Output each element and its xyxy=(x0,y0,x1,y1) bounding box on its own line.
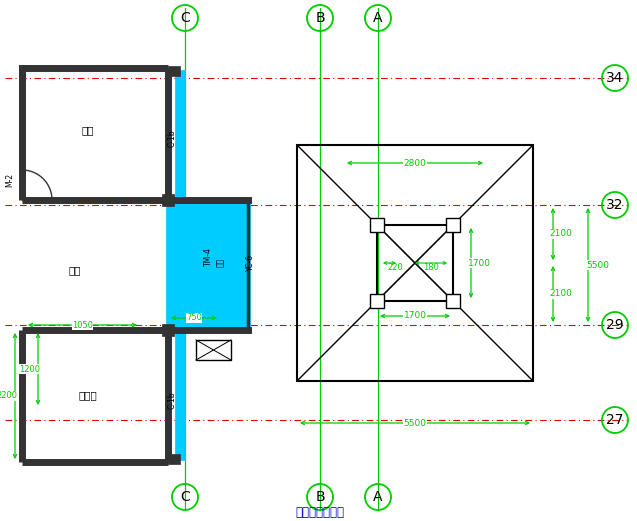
Bar xyxy=(370,218,384,232)
Text: M-2: M-2 xyxy=(6,173,15,187)
Text: YC-6: YC-6 xyxy=(245,253,255,270)
Text: 34: 34 xyxy=(606,71,624,85)
Text: 1200: 1200 xyxy=(20,365,41,374)
Bar xyxy=(370,294,384,308)
Bar xyxy=(377,225,453,301)
Bar xyxy=(168,454,180,464)
Text: 5500: 5500 xyxy=(403,418,427,428)
Text: 27: 27 xyxy=(606,413,624,427)
Text: 5500: 5500 xyxy=(587,260,610,269)
Text: 32: 32 xyxy=(606,198,624,212)
Text: C-1b: C-1b xyxy=(168,129,176,147)
Text: 750: 750 xyxy=(186,314,202,322)
Text: 塔吊平面布置图: 塔吊平面布置图 xyxy=(296,506,345,519)
Text: 1700: 1700 xyxy=(403,312,427,320)
Text: 主卧室: 主卧室 xyxy=(78,390,97,400)
Text: 1700: 1700 xyxy=(468,258,490,267)
Bar xyxy=(297,145,533,381)
Text: 180: 180 xyxy=(423,263,439,271)
Text: B: B xyxy=(315,11,325,25)
Text: 1050: 1050 xyxy=(72,320,93,329)
Text: 2100: 2100 xyxy=(550,229,573,239)
Text: 29: 29 xyxy=(606,318,624,332)
Bar xyxy=(166,198,250,332)
Text: B: B xyxy=(315,490,325,504)
Bar xyxy=(196,340,231,360)
Text: 阳台: 阳台 xyxy=(215,257,224,267)
Bar xyxy=(162,324,174,336)
Text: 2100: 2100 xyxy=(550,290,573,299)
Text: C: C xyxy=(180,490,190,504)
Bar xyxy=(168,66,180,76)
Text: 220: 220 xyxy=(387,263,403,271)
Text: TM-4: TM-4 xyxy=(203,247,213,266)
Text: 2200: 2200 xyxy=(0,391,17,401)
Bar xyxy=(175,70,185,460)
Text: A: A xyxy=(373,490,383,504)
Bar xyxy=(162,194,174,206)
Text: 客厅: 客厅 xyxy=(69,265,82,275)
Bar xyxy=(446,294,460,308)
Bar xyxy=(446,218,460,232)
Text: 厨房: 厨房 xyxy=(82,125,94,135)
Text: 2800: 2800 xyxy=(404,158,426,167)
Text: A: A xyxy=(373,11,383,25)
Text: C-1b: C-1b xyxy=(168,391,176,409)
Text: C: C xyxy=(180,11,190,25)
